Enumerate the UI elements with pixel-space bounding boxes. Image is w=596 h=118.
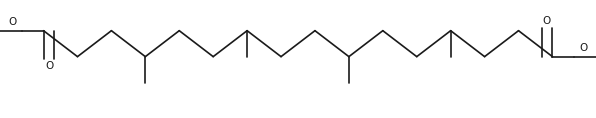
Text: O: O: [542, 16, 551, 26]
Text: O: O: [8, 17, 17, 27]
Text: O: O: [45, 61, 54, 71]
Text: O: O: [579, 43, 588, 53]
